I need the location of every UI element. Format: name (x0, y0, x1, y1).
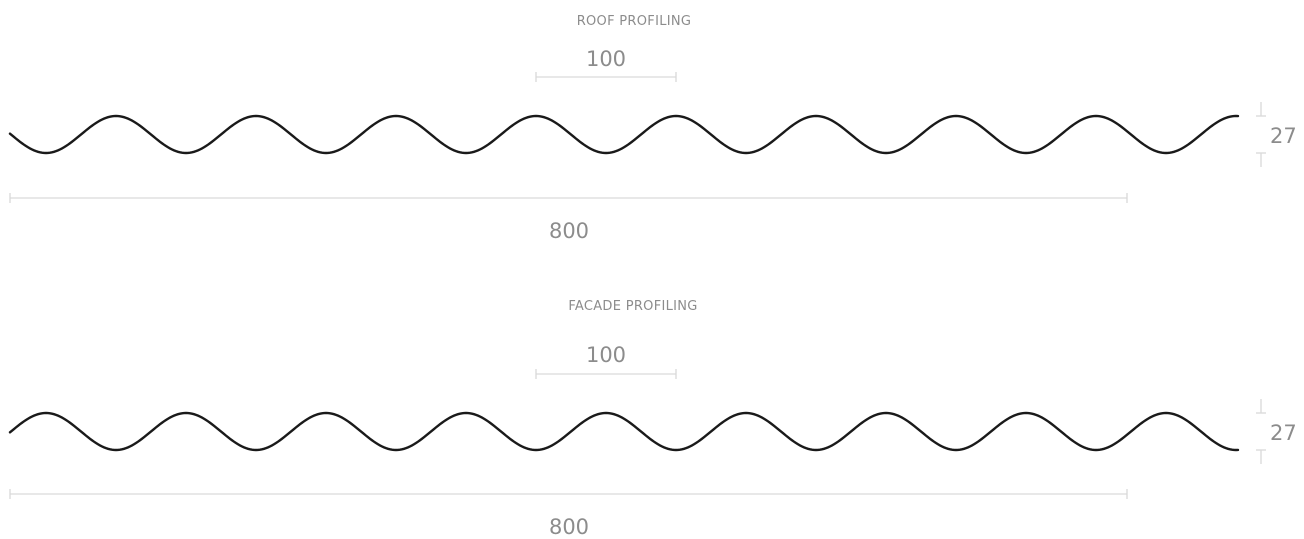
facade-width-dimension: 800 (9, 489, 1128, 539)
roof-corrugated-profile (8, 114, 1240, 155)
facade-width-label: 800 (549, 515, 589, 539)
roof-depth-dimension: 27 (1256, 102, 1297, 167)
roof-profile-title: ROOF PROFILING (577, 14, 692, 29)
roof-profile-section: ROOF PROFILING 100 27 800 (8, 14, 1297, 243)
roof-width-dimension: 800 (9, 193, 1128, 243)
roof-depth-label: 27 (1270, 124, 1297, 148)
facade-corrugated-profile (8, 411, 1240, 452)
facade-profile-title: FACADE PROFILING (568, 299, 697, 314)
facade-pitch-dimension: 100 (535, 343, 677, 379)
roof-pitch-label: 100 (586, 47, 626, 71)
roof-width-label: 800 (549, 219, 589, 243)
facade-profile-section: FACADE PROFILING 100 27 800 (8, 299, 1297, 539)
facade-depth-dimension: 27 (1256, 399, 1297, 464)
roof-pitch-dimension: 100 (535, 47, 677, 82)
facade-depth-label: 27 (1270, 421, 1297, 445)
facade-pitch-label: 100 (586, 343, 626, 367)
